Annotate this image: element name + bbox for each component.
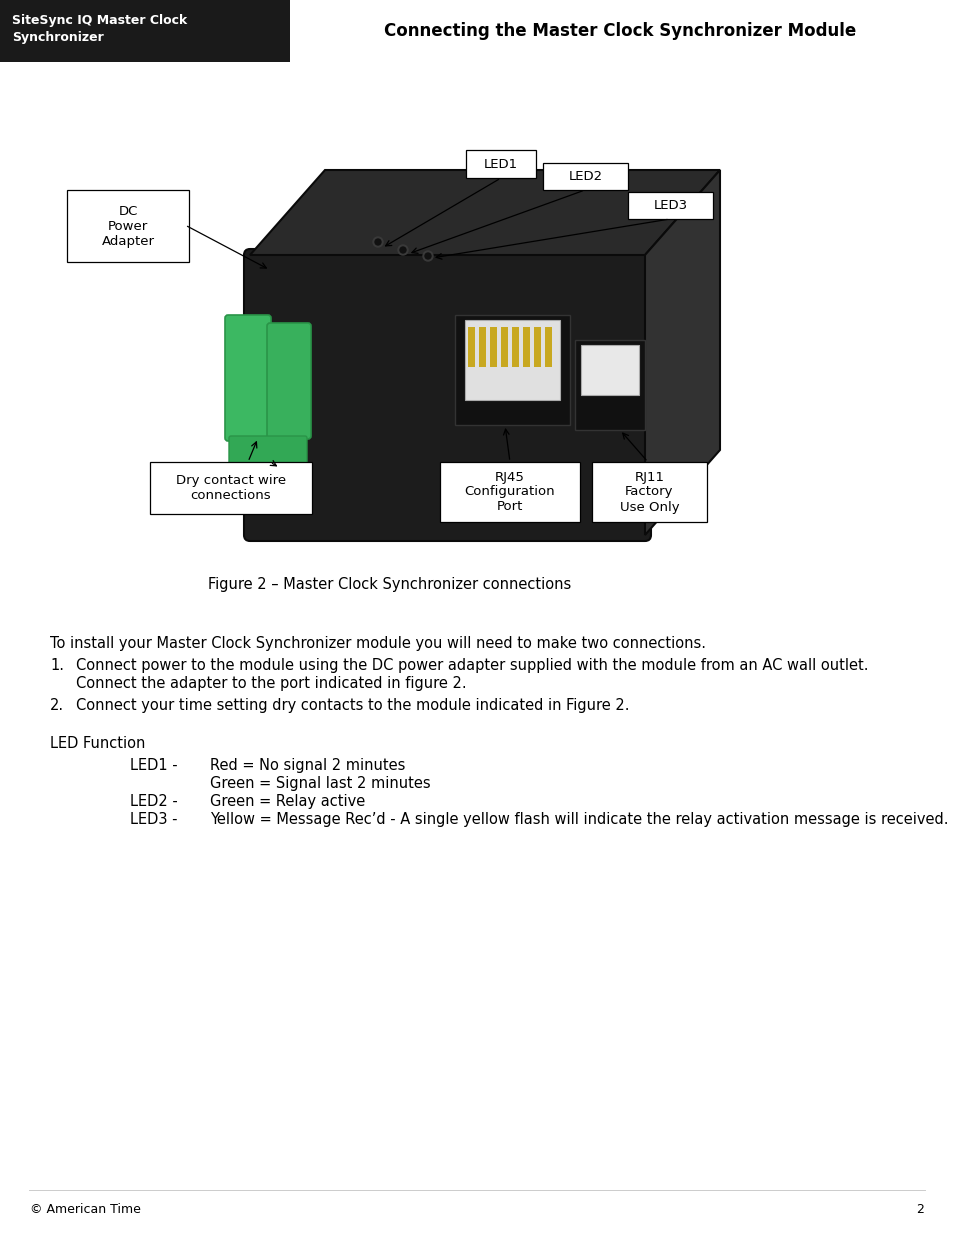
Text: LED2 -: LED2 - bbox=[130, 794, 177, 809]
Text: Figure 2 – Master Clock Synchronizer connections: Figure 2 – Master Clock Synchronizer con… bbox=[208, 578, 571, 593]
Circle shape bbox=[397, 245, 408, 254]
Text: Connect the adapter to the port indicated in figure 2.: Connect the adapter to the port indicate… bbox=[76, 676, 466, 692]
Text: LED2: LED2 bbox=[568, 170, 602, 183]
Text: RJ11
Factory
Use Only: RJ11 Factory Use Only bbox=[619, 471, 679, 514]
Text: 2.: 2. bbox=[50, 698, 64, 713]
Text: © American Time: © American Time bbox=[30, 1203, 141, 1216]
FancyBboxPatch shape bbox=[244, 249, 650, 541]
Circle shape bbox=[373, 237, 382, 247]
Bar bbox=[490, 327, 497, 367]
Text: Yellow = Message Rec’d - A single yellow flash will indicate the relay activatio: Yellow = Message Rec’d - A single yellow… bbox=[210, 811, 947, 827]
Bar bbox=[512, 327, 518, 367]
Bar bbox=[465, 149, 536, 178]
Text: LED3 -: LED3 - bbox=[130, 811, 177, 827]
Text: Dry contact wire
connections: Dry contact wire connections bbox=[175, 474, 286, 501]
Bar bbox=[478, 327, 485, 367]
Text: LED1: LED1 bbox=[483, 158, 517, 170]
Text: Connect power to the module using the DC power adapter supplied with the module : Connect power to the module using the DC… bbox=[76, 658, 867, 673]
Bar bbox=[0, 0, 290, 62]
Bar bbox=[150, 462, 312, 514]
Text: Green = Relay active: Green = Relay active bbox=[210, 794, 365, 809]
Bar bbox=[464, 320, 559, 400]
Bar bbox=[542, 163, 627, 190]
FancyBboxPatch shape bbox=[229, 436, 307, 490]
Bar bbox=[592, 462, 706, 522]
Text: SiteSync IQ Master Clock
Synchronizer: SiteSync IQ Master Clock Synchronizer bbox=[12, 14, 187, 44]
Text: Connect your time setting dry contacts to the module indicated in Figure 2.: Connect your time setting dry contacts t… bbox=[76, 698, 629, 713]
Text: LED3: LED3 bbox=[653, 199, 687, 212]
Text: Connecting the Master Clock Synchronizer Module: Connecting the Master Clock Synchronizer… bbox=[383, 22, 855, 40]
Text: LED1 -: LED1 - bbox=[130, 758, 177, 773]
Text: RJ45
Configuration
Port: RJ45 Configuration Port bbox=[464, 471, 555, 514]
Bar bbox=[500, 327, 507, 367]
Circle shape bbox=[399, 247, 406, 253]
Bar bbox=[67, 190, 189, 262]
Bar bbox=[522, 327, 530, 367]
Bar bbox=[627, 191, 712, 219]
Text: 1.: 1. bbox=[50, 658, 64, 673]
Polygon shape bbox=[644, 170, 720, 535]
Circle shape bbox=[422, 251, 433, 261]
Bar bbox=[439, 462, 579, 522]
Text: DC
Power
Adapter: DC Power Adapter bbox=[101, 205, 154, 247]
Circle shape bbox=[375, 240, 380, 245]
Text: 2: 2 bbox=[915, 1203, 923, 1216]
Bar bbox=[544, 327, 552, 367]
Bar bbox=[534, 327, 540, 367]
Bar bbox=[455, 315, 569, 425]
Text: Green = Signal last 2 minutes: Green = Signal last 2 minutes bbox=[210, 776, 430, 790]
FancyBboxPatch shape bbox=[267, 324, 311, 438]
Text: To install your Master Clock Synchronizer module you will need to make two conne: To install your Master Clock Synchronize… bbox=[50, 636, 705, 651]
Text: LED Function: LED Function bbox=[50, 736, 145, 751]
Text: Red = No signal 2 minutes: Red = No signal 2 minutes bbox=[210, 758, 405, 773]
FancyBboxPatch shape bbox=[225, 315, 271, 441]
Polygon shape bbox=[250, 170, 720, 254]
Bar bbox=[468, 327, 475, 367]
Bar bbox=[580, 345, 639, 395]
Bar bbox=[575, 340, 644, 430]
Circle shape bbox=[424, 253, 431, 259]
